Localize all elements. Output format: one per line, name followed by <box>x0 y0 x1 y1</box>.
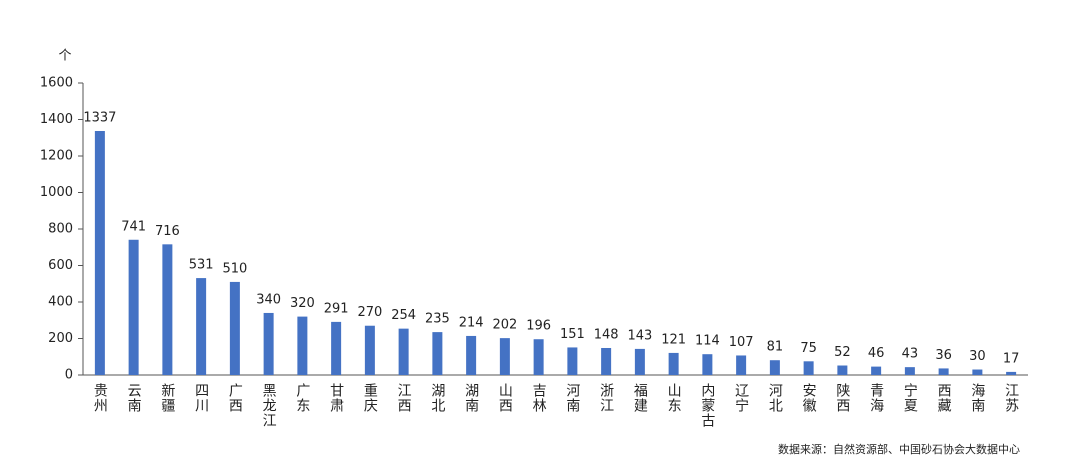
y-tick-label: 200 <box>48 331 73 346</box>
x-tick-label: 山东 <box>666 383 682 413</box>
bar <box>499 338 510 375</box>
value-label: 81 <box>767 340 784 355</box>
bar <box>634 348 645 375</box>
value-label: 114 <box>695 334 720 349</box>
value-label: 531 <box>189 258 214 273</box>
value-label: 716 <box>155 224 180 239</box>
value-label: 270 <box>357 305 382 320</box>
bar <box>432 332 443 375</box>
bar <box>871 366 882 375</box>
bar <box>94 130 105 375</box>
value-label: 1337 <box>83 110 116 125</box>
value-label: 196 <box>526 319 551 334</box>
bar <box>972 369 983 375</box>
bar <box>803 361 814 375</box>
value-label: 320 <box>290 296 315 311</box>
y-tick-label: 1200 <box>40 149 73 164</box>
bar <box>162 244 173 375</box>
x-tick-label: 湖北 <box>429 383 445 413</box>
bar <box>331 321 342 375</box>
x-tick-label: 河南 <box>564 383 580 413</box>
x-tick-label: 甘肃 <box>328 383 344 413</box>
x-tick-label: 浙江 <box>598 383 614 413</box>
x-tick-label: 广东 <box>294 383 310 413</box>
x-tick-label: 新疆 <box>159 383 175 413</box>
bar <box>567 347 578 375</box>
x-tick-label: 重庆 <box>362 383 378 413</box>
bar <box>601 347 612 375</box>
value-label: 30 <box>969 349 986 364</box>
x-tick-label: 海南 <box>969 383 985 413</box>
value-label: 510 <box>222 261 247 276</box>
x-tick-label: 贵州 <box>92 383 108 413</box>
x-tick-label: 陕西 <box>834 383 850 413</box>
x-tick-label: 福建 <box>632 383 648 413</box>
bar <box>1006 371 1017 375</box>
value-label: 148 <box>594 327 619 342</box>
value-label: 43 <box>902 347 919 362</box>
source-note: 数据来源：自然资源部、中国砂石协会大数据中心 <box>778 442 1020 456</box>
bar <box>938 368 949 375</box>
bar <box>837 365 848 375</box>
bar <box>398 328 409 375</box>
bar <box>196 278 207 375</box>
value-label: 291 <box>324 301 349 316</box>
value-label: 214 <box>459 315 484 330</box>
x-tick-label: 四川 <box>193 383 209 413</box>
x-tick-label: 河北 <box>767 383 783 413</box>
y-tick-label: 1000 <box>40 185 73 200</box>
value-label: 143 <box>627 328 652 343</box>
value-label: 46 <box>868 346 885 361</box>
bar <box>364 325 375 375</box>
x-tick-label: 青海 <box>868 383 884 413</box>
y-tick-label: 1400 <box>40 112 73 127</box>
x-tick-label: 安徽 <box>801 383 817 413</box>
x-tick-label: 宁夏 <box>902 382 918 413</box>
value-label: 75 <box>800 341 817 356</box>
x-tick-label: 内蒙古 <box>699 383 715 428</box>
y-tick-label: 800 <box>48 222 73 237</box>
bar <box>263 312 274 375</box>
bar <box>128 239 139 375</box>
x-tick-label: 云南 <box>126 383 142 413</box>
value-label: 235 <box>425 312 450 327</box>
value-label: 202 <box>492 318 517 333</box>
x-tick-label: 湖南 <box>463 383 479 413</box>
y-axis-unit: 个 <box>58 49 71 64</box>
y-tick-label: 1600 <box>40 76 73 91</box>
bar <box>466 335 477 375</box>
bar <box>229 281 240 375</box>
value-label: 52 <box>834 345 851 360</box>
x-tick-label: 广西 <box>227 383 243 413</box>
y-tick-label: 400 <box>48 295 73 310</box>
x-tick-label: 山西 <box>497 383 513 413</box>
y-tick-label: 0 <box>65 368 73 383</box>
bar <box>668 352 679 375</box>
value-label: 741 <box>121 219 146 234</box>
bar <box>769 360 780 375</box>
value-label: 121 <box>661 332 686 347</box>
x-tick-label: 吉林 <box>531 383 547 413</box>
bar <box>736 355 747 375</box>
value-label: 254 <box>391 308 416 323</box>
value-label: 340 <box>256 292 281 307</box>
value-label: 36 <box>935 348 952 363</box>
y-tick-label: 600 <box>48 258 73 273</box>
value-label: 107 <box>729 335 754 350</box>
bar <box>702 354 713 375</box>
x-tick-label: 辽宁 <box>733 383 749 413</box>
bar <box>297 316 308 375</box>
bar <box>904 367 915 375</box>
x-tick-label: 江苏 <box>1003 383 1019 413</box>
value-label: 151 <box>560 327 585 342</box>
bar <box>533 339 544 375</box>
value-label: 17 <box>1003 351 1020 366</box>
x-tick-label: 江西 <box>396 383 412 413</box>
x-tick-label: 黑龙江 <box>261 383 277 428</box>
x-tick-label: 西藏 <box>936 383 952 413</box>
